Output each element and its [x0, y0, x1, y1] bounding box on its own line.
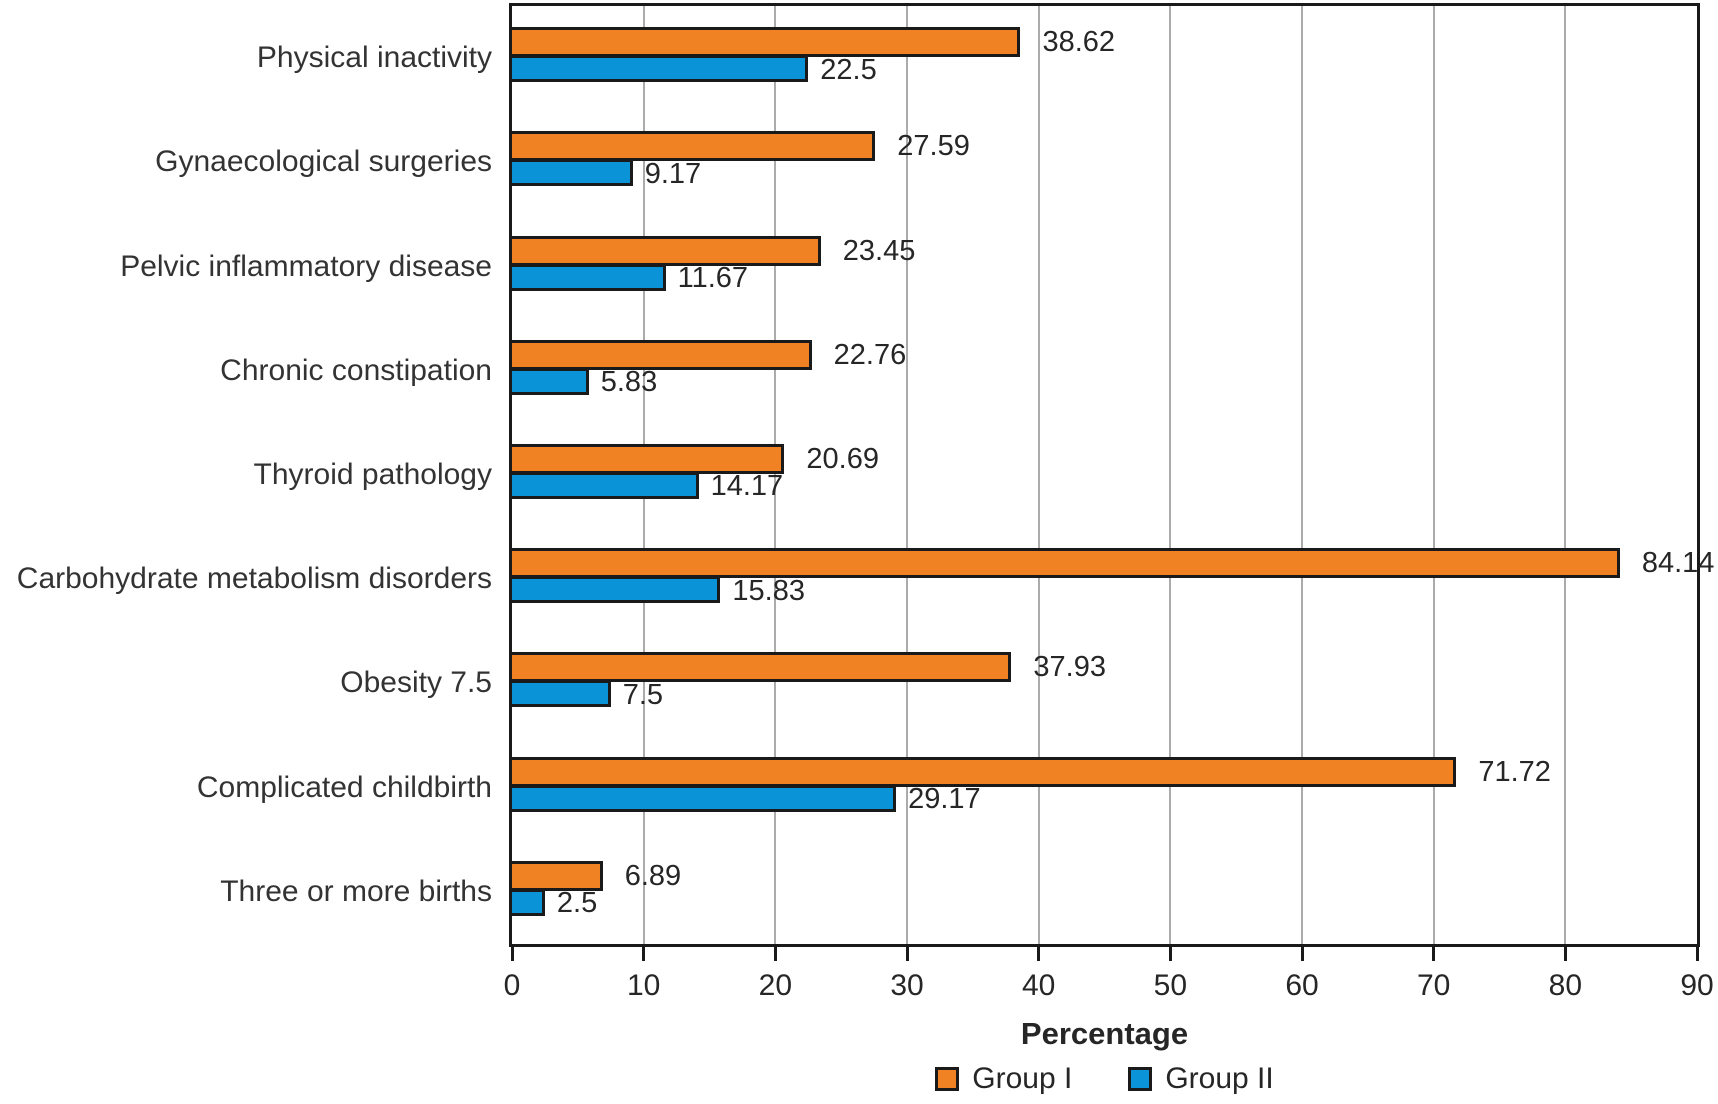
bar-row: 84.14 15.83 — [512, 527, 1714, 631]
value-label-group2: 11.67 — [677, 262, 749, 295]
bar-group2 — [512, 576, 721, 604]
x-tick-label: 80 — [1548, 969, 1583, 1002]
legend-label: Group I — [972, 1062, 1073, 1095]
value-label-group2: 15.83 — [732, 574, 805, 607]
bar-row: 6.89 2.5 — [512, 840, 1697, 944]
x-tick-mark — [905, 947, 909, 961]
bar-group2 — [512, 55, 809, 83]
category-label: Carbohydrate metabolism disorders — [16, 562, 492, 596]
x-tick-label: 20 — [758, 969, 793, 1002]
bar-group2 — [512, 784, 897, 812]
bar-row: 71.72 29.17 — [512, 736, 1697, 840]
value-label-group1: 22.76 — [833, 338, 907, 371]
value-label-group1: 71.72 — [1478, 755, 1551, 788]
value-label-group2: 29.17 — [908, 783, 981, 816]
gridline — [906, 6, 908, 944]
x-tick-label: 0 — [503, 969, 521, 1002]
gridline — [1432, 6, 1435, 944]
x-tick-label: 40 — [1021, 969, 1056, 1002]
x-tick-mark — [642, 947, 646, 961]
gridline — [774, 6, 777, 944]
bar-group1 — [512, 860, 603, 891]
x-tick-mark — [1432, 947, 1436, 961]
gridline — [1037, 6, 1040, 944]
value-label-group2: 14.17 — [710, 470, 784, 503]
x-tick-label: 70 — [1416, 969, 1451, 1002]
value-label-group2: 5.83 — [600, 366, 658, 399]
category-label: Thyroid pathology — [253, 457, 492, 491]
value-label-group2: 22.5 — [820, 53, 877, 86]
category-label: Chronic constipation — [220, 353, 492, 387]
bar-row: 37.93 7.5 — [512, 631, 1697, 735]
x-tick-mark — [1695, 947, 1699, 961]
legend-label: Group II — [1165, 1062, 1274, 1095]
x-tick-mark — [510, 947, 514, 961]
category-label: Gynaecological surgeries — [155, 145, 492, 179]
bar-row: 23.45 11.67 — [512, 214, 1697, 318]
bar-row: 22.76 5.83 — [512, 319, 1697, 423]
category-label: Complicated childbirth — [196, 770, 492, 804]
x-tick-mark — [1168, 947, 1172, 961]
bar-group2 — [512, 471, 699, 499]
bar-group2 — [512, 367, 589, 395]
legend-item: Group II — [1128, 1062, 1274, 1096]
x-tick-label: 10 — [626, 969, 661, 1002]
bar-row: 20.69 14.17 — [512, 423, 1697, 527]
x-tick-label: 50 — [1153, 969, 1188, 1002]
category-label: Three or more births — [220, 874, 492, 908]
legend: Group I Group II — [509, 1062, 1700, 1096]
gridline — [1564, 6, 1567, 944]
bar-group1 — [512, 339, 812, 370]
category-label: Physical inactivity — [256, 41, 492, 75]
legend-swatch — [1128, 1067, 1153, 1091]
value-label-group1: 27.59 — [897, 130, 970, 163]
bar-group1 — [512, 27, 1021, 58]
x-axis-title: Percentage — [1020, 1016, 1189, 1051]
bar-group2 — [512, 888, 545, 916]
value-label-group1: 20.69 — [806, 442, 879, 475]
x-tick-mark — [1563, 947, 1567, 961]
bar-group1 — [512, 235, 821, 266]
category-label: Obesity 7.5 — [340, 666, 492, 700]
value-label-group1: 84.14 — [1641, 547, 1715, 580]
gridline — [1169, 6, 1172, 944]
bar-group2 — [512, 263, 666, 291]
x-tick-mark — [1037, 947, 1041, 961]
bar-group1 — [512, 548, 1620, 579]
x-tick-mark — [773, 947, 777, 961]
x-tick-label: 90 — [1680, 969, 1714, 1002]
category-label: Pelvic inflammatory disease — [120, 249, 492, 283]
x-tick-label: 60 — [1285, 969, 1319, 1002]
bar-row: 27.59 9.17 — [512, 110, 1697, 214]
bar-group1 — [512, 131, 876, 162]
value-label-group2: 9.17 — [644, 157, 702, 190]
value-label-group1: 23.45 — [842, 234, 916, 267]
x-tick-mark — [1300, 947, 1304, 961]
x-tick-label: 30 — [890, 969, 924, 1002]
value-label-group1: 6.89 — [624, 859, 682, 892]
bar-group1 — [512, 652, 1012, 683]
legend-item: Group I — [935, 1062, 1072, 1096]
value-label-group2: 2.5 — [556, 887, 598, 920]
bar-group1 — [512, 443, 785, 474]
gridline — [1301, 6, 1303, 944]
value-label-group1: 38.62 — [1042, 26, 1116, 59]
value-label-group1: 37.93 — [1033, 651, 1106, 684]
value-label-group2: 7.5 — [622, 678, 664, 711]
bar-row: 38.62 22.5 — [512, 6, 1697, 110]
legend-swatch — [935, 1067, 960, 1091]
bar-group2 — [512, 680, 611, 708]
bar-group2 — [512, 159, 633, 187]
bar-group1 — [512, 756, 1457, 787]
plot-area: 38.62 22.5 27.59 9.17 23.45 11.67 22.76 5.83 20.… — [509, 3, 1714, 947]
